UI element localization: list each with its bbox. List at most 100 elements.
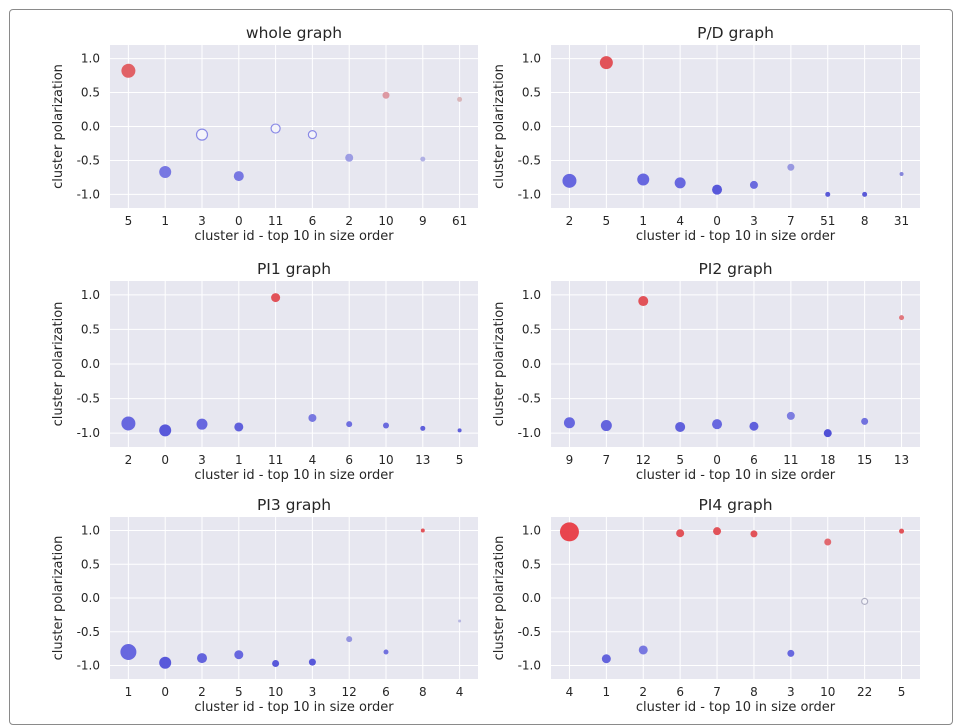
y-tick-label: 0.0 (522, 357, 541, 371)
x-tick-label: 13 (894, 453, 909, 467)
x-tick-label: 3 (198, 453, 206, 467)
data-point (383, 422, 389, 429)
y-axis-label: cluster polarization (492, 536, 507, 661)
y-tick-label: 0.5 (522, 322, 541, 336)
data-point (674, 177, 686, 189)
y-tick-label: -0.5 (77, 392, 100, 406)
x-tick-label: 4 (309, 453, 317, 467)
x-tick-label: 6 (309, 214, 317, 228)
data-point (899, 528, 905, 534)
data-point (676, 529, 685, 538)
x-tick-label: 10 (820, 685, 835, 699)
y-tick-label: 0.0 (522, 591, 541, 605)
data-point (559, 522, 579, 542)
y-tick-label: 0.5 (81, 557, 100, 571)
y-tick-label: -0.5 (77, 625, 100, 639)
data-point (457, 96, 463, 102)
x-tick-label: 0 (235, 214, 243, 228)
data-point (861, 597, 869, 605)
y-tick-label: 0.0 (81, 357, 100, 371)
x-tick-label: 0 (161, 685, 169, 699)
data-point (458, 619, 462, 623)
x-tick-label: 5 (125, 214, 133, 228)
x-axis-label: cluster id - top 10 in size order (194, 468, 394, 483)
y-tick-label: -1.0 (77, 187, 100, 201)
x-tick-label: 11 (783, 453, 798, 467)
x-tick-label: 6 (676, 685, 684, 699)
x-tick-label: 4 (566, 685, 574, 699)
data-point (420, 156, 426, 162)
data-point (234, 422, 244, 432)
y-tick-label: -1.0 (518, 426, 541, 440)
data-point (272, 659, 280, 667)
x-tick-label: 12 (636, 453, 651, 467)
chart-title: whole graph (246, 24, 342, 42)
x-tick-label: 3 (750, 214, 758, 228)
y-tick-label: -0.5 (518, 153, 541, 167)
chart-title: PI2 graph (698, 260, 772, 278)
data-point (159, 656, 172, 669)
x-tick-label: 7 (603, 453, 611, 467)
data-point (787, 649, 795, 657)
x-tick-label: 5 (456, 453, 464, 467)
y-tick-label: -0.5 (518, 392, 541, 406)
data-point (234, 650, 244, 660)
data-point (787, 163, 795, 171)
chart-panel: 1.00.50.0-0.5-1.02 5 1 4 0 3 7 51 8 31P/D graphcl… (492, 24, 920, 244)
y-tick-label: -0.5 (77, 153, 100, 167)
x-tick-label: 12 (342, 685, 357, 699)
y-tick-label: 0.0 (522, 120, 541, 134)
x-tick-label: 5 (603, 214, 611, 228)
data-point (637, 173, 650, 186)
y-axis-label: cluster polarization (51, 64, 66, 189)
x-tick-label: 11 (268, 453, 283, 467)
data-point (563, 417, 575, 429)
x-tick-label: 2 (566, 214, 574, 228)
data-point (121, 63, 136, 78)
y-axis-label: cluster polarization (492, 64, 507, 189)
x-tick-label: 6 (750, 453, 758, 467)
x-tick-label: 4 (456, 685, 464, 699)
data-point (196, 418, 208, 430)
chart-title: PI1 graph (257, 260, 331, 278)
x-tick-label: 3 (309, 685, 317, 699)
x-tick-label: 10 (378, 214, 393, 228)
x-tick-label: 8 (861, 214, 869, 228)
y-tick-label: 0.0 (81, 120, 100, 134)
x-tick-label: 10 (268, 685, 283, 699)
x-tick-label: 3 (787, 685, 795, 699)
x-tick-label: 2 (125, 453, 133, 467)
data-point (749, 180, 758, 189)
x-tick-label: 18 (820, 453, 835, 467)
x-tick-label: 8 (750, 685, 758, 699)
data-point (562, 173, 577, 188)
y-tick-label: 0.5 (522, 557, 541, 571)
data-point (383, 649, 389, 655)
y-tick-label: 0.5 (81, 86, 100, 100)
data-point (750, 530, 758, 538)
data-point (825, 191, 831, 197)
data-point (308, 413, 317, 422)
x-tick-label: 4 (676, 214, 684, 228)
data-point (600, 420, 612, 432)
chart-panel: 1.0 0.5 0.0 -0.5 -1.0 5 1 3 0 11 6 2 10 9 61 whole grap… (51, 24, 478, 244)
x-tick-label: 9 (419, 214, 427, 228)
data-point (749, 421, 759, 431)
x-tick-label: 5 (676, 453, 684, 467)
x-tick-label: 9 (566, 453, 574, 467)
data-point (823, 429, 832, 438)
x-axis-label: cluster id - top 10 in size order (636, 468, 836, 483)
x-tick-label: 5 (898, 685, 906, 699)
data-point (638, 645, 648, 655)
y-tick-label: 1.0 (522, 52, 541, 66)
data-point (159, 166, 172, 179)
data-point (638, 296, 649, 307)
x-tick-label: 7 (787, 214, 795, 228)
x-axis-label: cluster id - top 10 in size order (194, 700, 394, 715)
data-point (233, 171, 244, 182)
data-point (346, 636, 353, 643)
data-point (786, 411, 795, 420)
x-tick-label: 1 (603, 685, 611, 699)
